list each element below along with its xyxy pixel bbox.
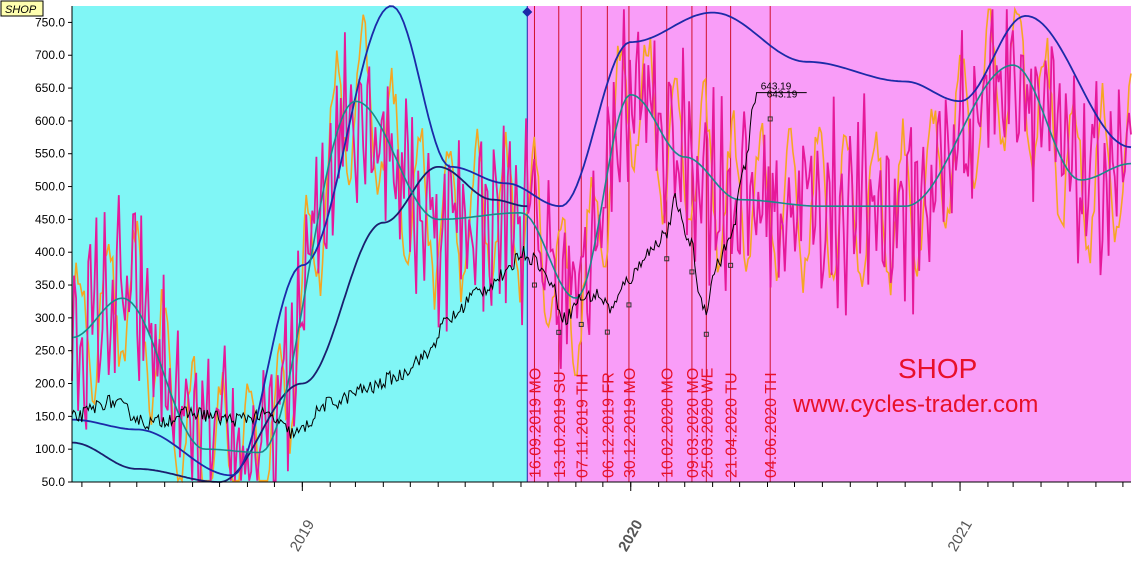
y-tick-label: 650.0 bbox=[35, 81, 65, 95]
x-tick-label: 2021 bbox=[944, 517, 975, 554]
price-line bbox=[71, 92, 758, 439]
y-tick-label: 250.0 bbox=[35, 344, 65, 358]
cycle-point-marker bbox=[604, 329, 610, 335]
cycle-date-label: 04.06.2020 TH bbox=[763, 372, 780, 478]
series-layer bbox=[71, 5, 1132, 484]
y-tick-label: 700.0 bbox=[35, 48, 65, 62]
y-tick-label: 150.0 bbox=[35, 409, 65, 423]
cycle-date-label: 21.04.2020 TU bbox=[724, 372, 741, 478]
cycle-point-marker bbox=[703, 331, 709, 337]
brand-symbol: SHOP bbox=[898, 353, 977, 384]
cycle-date-labels: 16.09.2019 MO 13.10.2019 SU 07.11.2019 TH 0… bbox=[527, 368, 780, 478]
cycle-point-marker bbox=[556, 329, 562, 335]
cycle-point-marker bbox=[626, 302, 632, 308]
x-tick-label: 2020 bbox=[615, 517, 646, 554]
y-tick-label: 600.0 bbox=[35, 114, 65, 128]
cycle-navy-line bbox=[72, 166, 528, 483]
cycle-teal-line bbox=[71, 64, 1132, 454]
cycle-point-marker bbox=[689, 269, 695, 275]
cycle-point-marker bbox=[664, 256, 670, 262]
y-tick-label: 750.0 bbox=[35, 15, 65, 29]
symbol-tag: SHOP bbox=[0, 0, 44, 17]
x-tick-label: 2019 bbox=[287, 517, 318, 554]
brand-site: www.cycles-trader.com bbox=[792, 391, 1038, 418]
cycle-point-marker bbox=[767, 116, 773, 122]
y-tick-label: 550.0 bbox=[35, 147, 65, 161]
cycle-date-label: 25.03.2020 WE bbox=[699, 368, 716, 478]
y-tick-label: 200.0 bbox=[35, 377, 65, 391]
x-axis: 2019 2020 2021 bbox=[72, 481, 1131, 554]
cycle-date-label: 09.03.2020 MO bbox=[685, 368, 702, 478]
price-tag: 643.19 643.19 bbox=[756, 82, 807, 101]
cycle-date-label: 16.09.2019 MO bbox=[527, 368, 544, 478]
cycle-date-label: 07.11.2019 TH bbox=[574, 374, 591, 478]
y-tick-label: 500.0 bbox=[35, 180, 65, 194]
symbol-tag-label: SHOP bbox=[5, 4, 37, 16]
y-tick-label: 450.0 bbox=[35, 212, 65, 226]
y-tick-label: 300.0 bbox=[35, 311, 65, 325]
past-background bbox=[72, 6, 528, 482]
price-label: 643.19 bbox=[767, 90, 798, 101]
cycle-blue-line bbox=[71, 5, 1132, 477]
cycle-date-label: 13.10.2019 SU bbox=[552, 371, 569, 478]
forecast-start-marker bbox=[522, 7, 533, 17]
y-tick-label: 100.0 bbox=[35, 442, 65, 456]
cycle-date-label: 10.02.2020 MO bbox=[660, 368, 677, 478]
cycle-magenta-line bbox=[71, 9, 1132, 482]
y-tick-label: 400.0 bbox=[35, 245, 65, 259]
cycle-point-marker bbox=[531, 282, 537, 288]
y-axis: 50.0 100.0 150.0 200.0 250.0 300.0 350.0 400.0 4… bbox=[35, 6, 73, 489]
y-tick-label: 350.0 bbox=[35, 278, 65, 292]
cycle-date-label: 06.12.2019 FR bbox=[600, 372, 617, 478]
cycle-date-label: 30.12.2019 MO bbox=[622, 368, 639, 478]
cycle-point-marker bbox=[578, 321, 584, 327]
cycle-point-marker bbox=[728, 262, 734, 268]
y-tick-label: 50.0 bbox=[42, 475, 66, 489]
price-label: 643.19 bbox=[761, 82, 792, 93]
